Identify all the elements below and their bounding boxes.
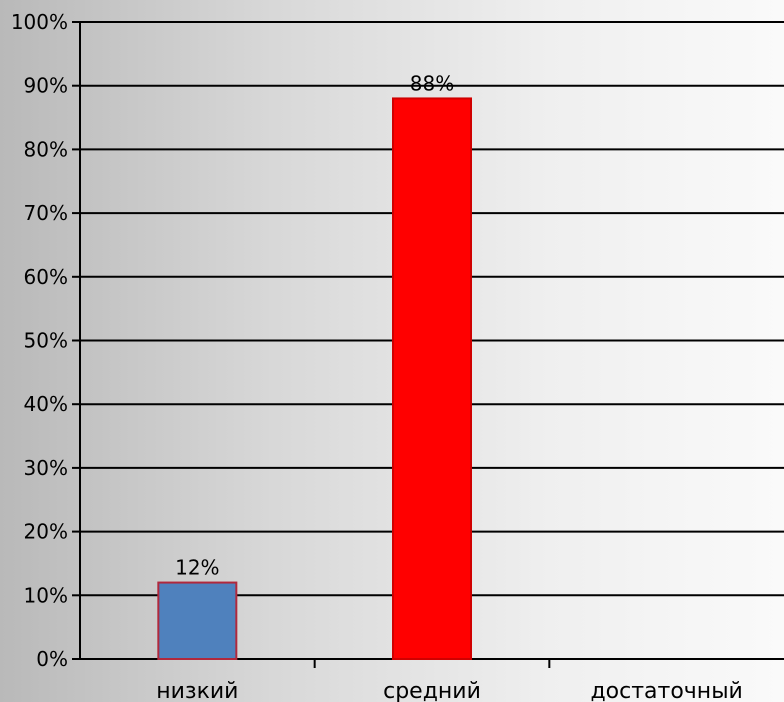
y-tick-label: 0% — [36, 647, 68, 671]
y-tick-label: 80% — [24, 137, 68, 161]
y-tick-label: 40% — [24, 392, 68, 416]
x-category-label: средний — [383, 679, 481, 702]
y-tick-label: 20% — [24, 520, 68, 544]
x-category-label: низкий — [156, 679, 238, 702]
y-tick-label: 60% — [24, 265, 68, 289]
bar-1 — [157, 581, 238, 660]
y-tick-label: 50% — [24, 329, 68, 353]
data-label: 88% — [410, 71, 454, 95]
y-tick-label: 100% — [11, 10, 68, 34]
y-tick-label: 70% — [24, 201, 68, 225]
bar-2 — [392, 97, 472, 660]
y-tick-label: 30% — [24, 456, 68, 480]
x-category-label: достаточный — [590, 679, 742, 702]
data-label: 12% — [175, 556, 219, 580]
y-tick-label: 90% — [24, 74, 68, 98]
y-tick-label: 10% — [24, 583, 68, 607]
